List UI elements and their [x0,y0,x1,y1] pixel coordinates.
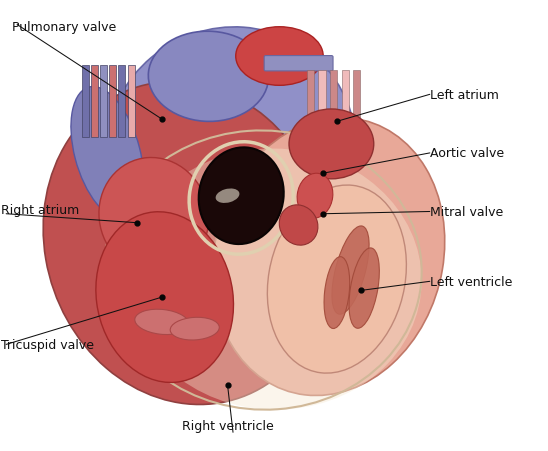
Ellipse shape [99,158,209,275]
Bar [109,66,116,138]
Ellipse shape [236,28,323,86]
Ellipse shape [332,226,369,314]
Ellipse shape [199,148,284,244]
Ellipse shape [149,32,269,122]
Ellipse shape [349,249,379,328]
Bar [118,66,125,138]
Text: Tricuspid valve: Tricuspid valve [1,338,94,351]
Text: Mitral valve: Mitral valve [430,206,503,218]
Ellipse shape [170,318,219,340]
Bar [82,66,89,138]
Bar [353,70,361,133]
Bar [330,70,337,133]
Bar [91,66,98,138]
Bar [128,66,135,138]
Ellipse shape [324,257,350,329]
Ellipse shape [279,205,318,246]
Text: Left ventricle: Left ventricle [430,275,512,288]
Bar [100,66,107,138]
Text: Aortic valve: Aortic valve [430,147,504,160]
Text: Right ventricle: Right ventricle [182,419,273,433]
Ellipse shape [267,186,407,373]
FancyBboxPatch shape [264,56,333,72]
Ellipse shape [216,189,239,203]
Ellipse shape [71,87,144,220]
Ellipse shape [289,110,374,179]
Ellipse shape [96,212,233,382]
Text: Right atrium: Right atrium [1,203,79,216]
Bar [318,70,326,133]
Ellipse shape [43,83,330,405]
Bar [341,70,349,133]
Ellipse shape [127,149,421,410]
Ellipse shape [213,118,445,396]
Ellipse shape [104,28,356,279]
Text: Pulmonary valve: Pulmonary valve [12,21,116,34]
Ellipse shape [135,309,189,335]
Text: Left atrium: Left atrium [430,89,499,101]
Ellipse shape [297,174,333,219]
Bar [307,70,314,133]
